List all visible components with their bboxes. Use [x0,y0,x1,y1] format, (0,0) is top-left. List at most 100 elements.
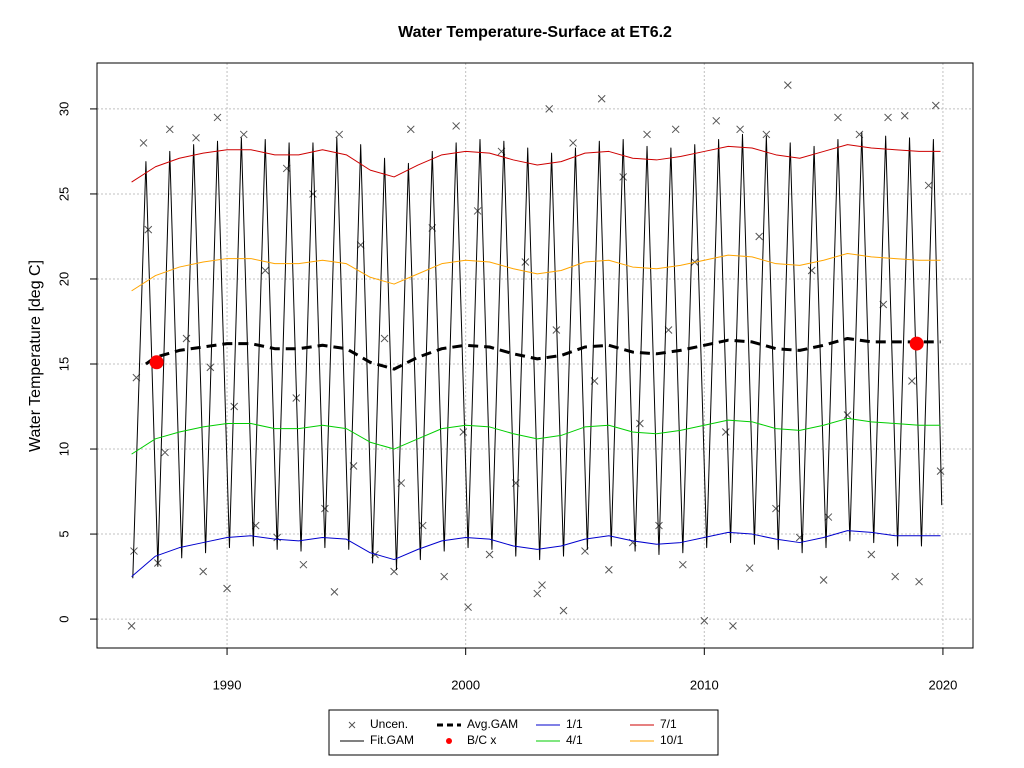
marker-x [924,181,933,190]
marker-x [569,139,577,147]
marker-x [330,588,339,596]
marker-x [223,584,231,593]
marker-x [931,101,940,110]
marker-x [915,577,923,586]
line-series [145,336,941,371]
marker-x [736,125,744,134]
marker-x [605,565,613,574]
y-tick-label: 20 [56,272,71,286]
marker-x [521,258,530,266]
x-tick-label: 2000 [451,677,480,692]
plot-frame [96,62,974,649]
legend-label: 1/1 [566,717,583,731]
y-tick-label: 30 [56,102,71,116]
legend-swatch [446,738,452,744]
marker-x [671,125,680,134]
marker-x [678,560,687,569]
marker-x [348,721,356,729]
marker-x [559,606,568,615]
marker-x [282,164,291,173]
line-series [131,530,941,577]
marker-x [213,113,222,122]
line-series [132,132,943,579]
x-tick-label: 2020 [928,677,957,692]
legend-label: Avg.GAM [467,717,518,731]
y-tick-label: 15 [56,357,71,371]
y-axis-label: Water Temperature [deg C] [27,260,44,452]
marker-x [182,334,191,343]
marker-x [206,363,215,372]
marker-x [239,130,248,139]
y-tick-label: 25 [56,187,71,201]
line-series [131,252,941,292]
marker-x [139,139,148,147]
marker-x [533,589,542,598]
marker-x [867,550,876,559]
marker-x [908,377,916,385]
marker-x [755,232,764,241]
legend-box [328,709,719,756]
marker-x [643,130,651,139]
marker-x [230,402,239,411]
legend-label: 7/1 [660,717,677,731]
legend-label: Uncen. [370,717,408,731]
marker-x [745,564,754,572]
marker-x [729,622,737,630]
y-tick-label: 5 [56,530,71,537]
marker-x [712,116,721,125]
marker-x [406,125,415,134]
point [909,336,924,351]
legend-label: Fit.GAM [370,733,414,747]
marker-x [161,448,169,457]
marker-x [299,560,308,569]
marker-x [485,550,494,559]
marker-x [545,105,554,113]
chart-title: Water Temperature-Surface at ET6.2 [398,24,672,41]
marker-x [459,428,468,436]
point [149,355,164,370]
marker-x [464,603,472,612]
marker-x [900,111,909,120]
marker-x [884,113,892,122]
y-tick-label: 10 [56,442,71,456]
marker-x [335,130,344,139]
marker-x [192,133,200,142]
marker-x [721,428,730,436]
marker-x [261,266,270,275]
marker-x [843,411,852,419]
legend-label: 4/1 [566,733,583,747]
marker-x [783,81,792,89]
marker-x [891,572,900,581]
legend-label: 10/1 [660,733,684,747]
marker-x [452,122,460,130]
marker-x [807,266,816,275]
marker-x [636,419,644,428]
scatter-series [149,336,924,370]
marker-x [538,581,546,589]
marker-x [655,521,663,530]
marker-x [321,504,329,513]
x-tick-label: 1990 [213,677,242,692]
line-series [131,417,941,455]
y-tick-label: 0 [56,615,71,622]
legend-label: B/C x [467,733,496,747]
marker-x [597,94,606,103]
marker-x [619,173,628,181]
x-tick-label: 2010 [690,677,719,692]
marker-x [824,513,833,521]
marker-x [127,622,136,630]
line-series [131,144,941,183]
legend: Uncen. Fit.GAM Avg.GAM B/C x 1/1 4/1 7/1 10/1 [328,709,719,756]
marker-x [380,334,389,343]
marker-x [834,113,842,122]
marker-x [700,616,709,625]
marker-x [819,576,828,584]
scatter-series [127,81,945,630]
marker-x [309,190,317,198]
marker-x [440,572,449,581]
marker-x [165,125,174,134]
marker-x [664,326,673,334]
marker-x [772,504,780,513]
